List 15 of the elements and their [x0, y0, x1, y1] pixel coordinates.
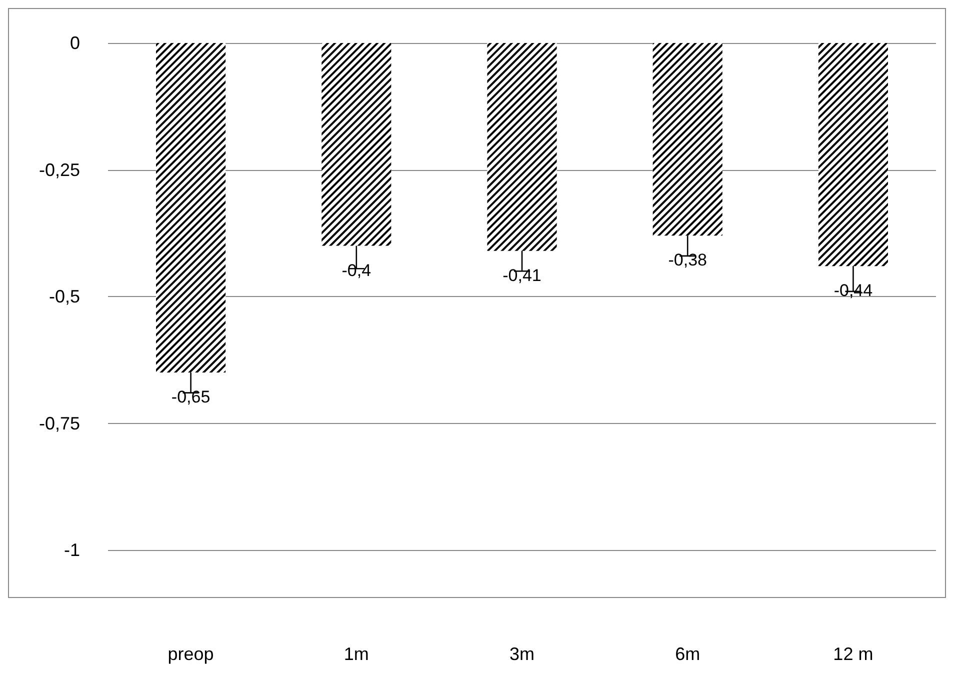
- y-tick-label: -1: [64, 540, 80, 560]
- x-tick-label: 3m: [509, 644, 535, 664]
- data-label: -0,65: [171, 388, 210, 407]
- data-label: -0,4: [342, 260, 372, 280]
- y-tick-label: -0,25: [38, 160, 80, 180]
- y-tick-label: -0,75: [38, 413, 80, 434]
- y-tick-label: -0,5: [48, 286, 80, 306]
- x-tick-label: preop: [168, 644, 214, 664]
- y-tick-label: 0: [70, 33, 80, 53]
- x-tick-label: 1m: [344, 644, 369, 664]
- data-label: -0,38: [668, 250, 707, 270]
- data-label: -0,44: [834, 281, 873, 300]
- x-tick-label: 12 m: [833, 644, 874, 664]
- x-tick-label: 6m: [675, 644, 700, 664]
- data-label: -0,41: [502, 266, 542, 285]
